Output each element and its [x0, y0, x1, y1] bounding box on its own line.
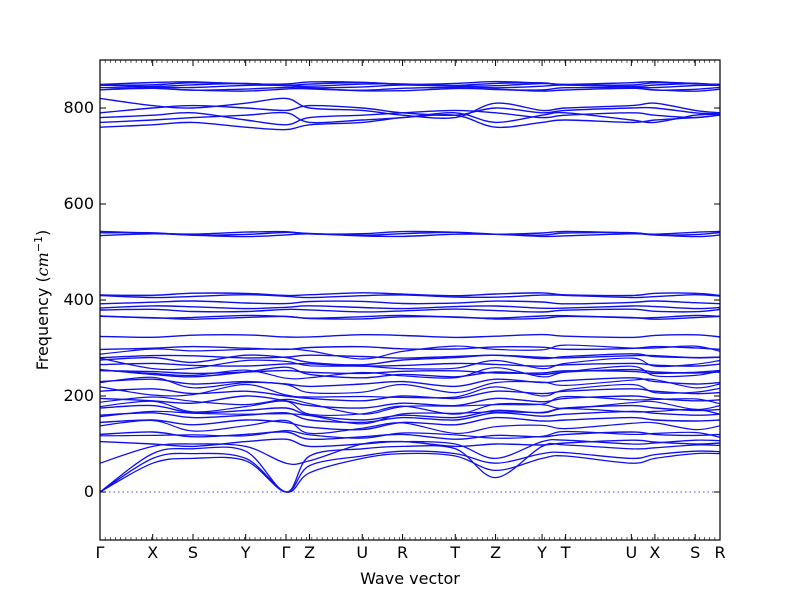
y-tick-label: 800 [63, 98, 94, 117]
band-line [99, 452, 721, 493]
x-tick-label: U [625, 543, 637, 562]
x-tick-label: S [690, 543, 700, 562]
band-line [99, 109, 721, 126]
band-line [99, 293, 721, 299]
band-line [99, 404, 721, 421]
y-tick-label: 200 [63, 386, 94, 405]
y-axis-title-unit: cm [33, 252, 52, 276]
band-line [99, 104, 721, 117]
band-line [99, 429, 721, 439]
band-line [99, 308, 721, 313]
band-line [99, 410, 721, 424]
plot-border [99, 59, 721, 541]
x-tick-label: Y [536, 543, 547, 562]
band-line [99, 383, 721, 399]
band-line [99, 419, 721, 435]
band-line [99, 345, 721, 351]
y-axis-title-close: ) [33, 230, 52, 236]
x-tick-label: R [397, 543, 408, 562]
plot-frame [99, 59, 721, 541]
band-line [99, 395, 721, 409]
x-tick-label: T [560, 543, 571, 562]
band-line [99, 438, 721, 448]
x-tick-label: U [356, 543, 368, 562]
x-tick-label: X [649, 543, 660, 562]
band-line [99, 314, 721, 319]
band-line [99, 369, 721, 375]
band-line [99, 292, 721, 297]
band-line [99, 442, 721, 493]
x-tick-label: Γ [96, 543, 105, 562]
band-line [99, 450, 721, 493]
x-tick-label: T [449, 543, 460, 562]
x-tick-label: R [714, 543, 725, 562]
y-tick-label: 400 [63, 290, 94, 309]
band-line [99, 416, 721, 431]
band-line [99, 80, 721, 86]
band-line [99, 97, 721, 119]
x-tick-label: S [188, 543, 198, 562]
band-line [99, 300, 721, 305]
band-line [99, 333, 721, 339]
y-tick-label: 0 [84, 482, 94, 501]
band-line [99, 353, 721, 366]
band-line [99, 400, 721, 416]
x-tick-label: Z [304, 543, 315, 562]
x-tick-label: Γ [282, 543, 291, 562]
y-axis-title-text: Frequency ( [33, 276, 52, 370]
band-line [99, 344, 721, 360]
y-tick-label: 600 [63, 194, 94, 213]
band-line [99, 357, 721, 371]
y-axis-title-exponent: −1 [32, 236, 45, 252]
band-line [99, 366, 721, 379]
band-line [99, 230, 721, 235]
band-line [99, 438, 721, 465]
y-axis-title: Frequency (cm−1) [32, 230, 53, 371]
x-axis-title: Wave vector [360, 569, 460, 588]
band-line [99, 305, 721, 310]
x-tick-label: Z [490, 543, 501, 562]
x-tick-label: X [147, 543, 158, 562]
band-line [99, 377, 721, 388]
band-line [99, 395, 721, 415]
bands-layer [99, 80, 721, 493]
band-line [99, 362, 721, 367]
band-line [99, 86, 721, 91]
x-tick-label: Y [240, 543, 251, 562]
band-line [99, 376, 721, 394]
